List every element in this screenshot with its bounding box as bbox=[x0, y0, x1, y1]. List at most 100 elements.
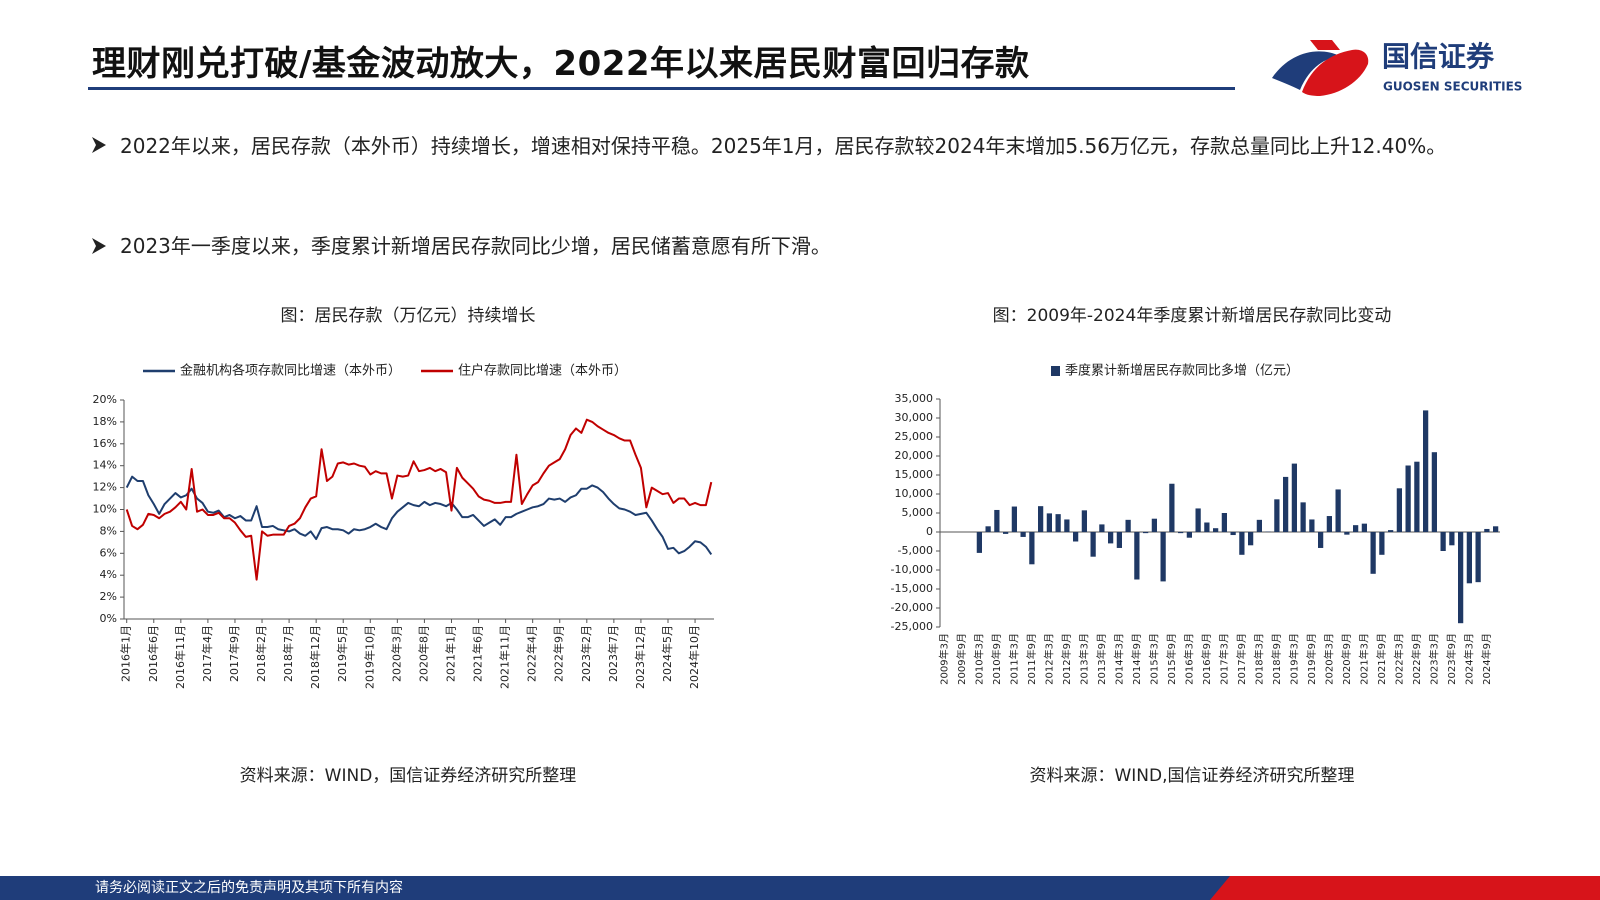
chart-source: 资料来源：WIND,国信证券经济研究所整理 bbox=[1029, 766, 1354, 786]
bar bbox=[1029, 532, 1035, 565]
bar bbox=[1248, 532, 1254, 546]
y-tick-label: 5,000 bbox=[902, 506, 934, 519]
y-tick-label: 35,000 bbox=[895, 392, 934, 405]
bar bbox=[1396, 488, 1402, 532]
x-tick-label: 2017年9月 bbox=[1235, 633, 1248, 685]
bar bbox=[1204, 522, 1210, 532]
bar bbox=[994, 509, 1000, 532]
bar bbox=[1195, 508, 1201, 532]
logo-name: 国信证券 bbox=[1382, 40, 1495, 73]
bar bbox=[1405, 465, 1411, 532]
chart-source: 资料来源：WIND，国信证券经济研究所整理 bbox=[240, 766, 577, 786]
bar bbox=[1449, 532, 1455, 546]
bar bbox=[1125, 519, 1131, 532]
y-tick-label: 25,000 bbox=[895, 430, 934, 443]
x-tick-label: 2021年1月 bbox=[443, 625, 457, 682]
bar bbox=[1143, 532, 1149, 534]
x-tick-label: 2024年9月 bbox=[1480, 633, 1493, 685]
bar bbox=[1353, 525, 1359, 532]
x-tick-label: 2012年9月 bbox=[1060, 633, 1073, 685]
bar bbox=[1475, 532, 1481, 583]
x-tick-label: 2013年9月 bbox=[1095, 633, 1108, 685]
x-tick-label: 2022年4月 bbox=[525, 625, 539, 682]
x-tick-label: 2023年9月 bbox=[1445, 633, 1458, 685]
bar bbox=[1169, 483, 1175, 532]
x-tick-label: 2018年2月 bbox=[254, 625, 268, 682]
y-tick-label: -10,000 bbox=[891, 563, 933, 576]
y-tick-label: -20,000 bbox=[891, 601, 933, 614]
line-series bbox=[125, 418, 713, 581]
x-tick-label: 2014年3月 bbox=[1112, 633, 1125, 685]
chart-title: 图：居民存款（万亿元）持续增长 bbox=[281, 306, 536, 326]
x-tick-label: 2015年3月 bbox=[1147, 633, 1160, 685]
bar bbox=[1230, 532, 1236, 536]
x-tick-label: 2013年3月 bbox=[1077, 633, 1090, 685]
legend-swatch bbox=[1051, 366, 1060, 376]
bullet-arrow bbox=[92, 238, 106, 254]
x-tick-label: 2020年3月 bbox=[1322, 633, 1335, 685]
bullet-text: 2023年一季度以来，季度累计新增居民存款同比少增，居民储蓄意愿有所下滑。 bbox=[120, 234, 831, 258]
bullet-arrow bbox=[92, 137, 106, 153]
x-tick-label: 2024年3月 bbox=[1462, 633, 1475, 685]
bar bbox=[1073, 532, 1079, 542]
x-tick-label: 2021年9月 bbox=[1375, 633, 1388, 685]
y-tick-label: 30,000 bbox=[895, 411, 934, 424]
x-tick-label: 2020年9月 bbox=[1340, 633, 1353, 685]
legend-label: 金融机构各项存款同比增速（本外币） bbox=[180, 363, 401, 379]
bar bbox=[1370, 532, 1376, 574]
bar bbox=[1011, 506, 1017, 532]
footer-text: 请务必阅读正文之后的免责声明及其项下所有内容 bbox=[95, 880, 403, 896]
y-tick-label: 20,000 bbox=[895, 449, 934, 462]
bar bbox=[1160, 532, 1166, 582]
bar bbox=[1466, 532, 1472, 584]
bar bbox=[1274, 499, 1280, 532]
x-tick-label: 2012年3月 bbox=[1042, 633, 1055, 685]
bar bbox=[976, 532, 982, 553]
bar bbox=[1493, 526, 1499, 532]
x-tick-label: 2010年9月 bbox=[990, 633, 1003, 685]
bullet-text: 2022年以来，居民存款（本外币）持续增长，增速相对保持平稳。2025年1月，居… bbox=[120, 134, 1447, 158]
x-tick-label: 2019年3月 bbox=[1287, 633, 1300, 685]
bar bbox=[1038, 506, 1044, 532]
x-tick-label: 2016年9月 bbox=[1200, 633, 1213, 685]
y-tick-label: 10% bbox=[93, 503, 117, 516]
x-tick-label: 2018年9月 bbox=[1270, 633, 1283, 685]
bar bbox=[1221, 513, 1227, 532]
bar bbox=[1291, 463, 1297, 532]
bar bbox=[1379, 532, 1385, 555]
y-tick-label: 0% bbox=[100, 612, 117, 625]
bar bbox=[1186, 532, 1192, 538]
bar bbox=[1090, 532, 1096, 557]
x-tick-label: 2016年6月 bbox=[146, 625, 160, 682]
x-tick-label: 2021年3月 bbox=[1357, 633, 1370, 685]
x-tick-label: 2022年9月 bbox=[552, 625, 566, 682]
x-tick-label: 2017年4月 bbox=[200, 625, 214, 682]
y-tick-label: 10,000 bbox=[895, 487, 934, 500]
bar bbox=[985, 526, 991, 532]
bar bbox=[1344, 532, 1350, 535]
bar bbox=[1116, 532, 1122, 548]
x-tick-label: 2023年3月 bbox=[1427, 633, 1440, 685]
bar bbox=[1239, 532, 1245, 555]
y-tick-label: 20% bbox=[93, 393, 117, 406]
bar bbox=[1108, 532, 1114, 544]
bar bbox=[1423, 410, 1429, 532]
x-tick-label: 2010年3月 bbox=[972, 633, 985, 685]
title-underline bbox=[88, 87, 1235, 90]
slide-title: 理财刚兑打破/基金波动放大，2022年以来居民财富回归存款 bbox=[92, 44, 1030, 84]
x-tick-label: 2016年3月 bbox=[1182, 633, 1195, 685]
y-tick-label: -25,000 bbox=[891, 620, 933, 633]
x-tick-label: 2018年7月 bbox=[281, 625, 295, 682]
y-tick-label: -5,000 bbox=[898, 544, 933, 557]
chart-title: 图：2009年-2024年季度累计新增居民存款同比变动 bbox=[993, 306, 1392, 326]
bar bbox=[1178, 532, 1184, 534]
x-tick-label: 2009年9月 bbox=[955, 633, 968, 685]
x-tick-label: 2021年6月 bbox=[471, 625, 485, 682]
logo-mark bbox=[1272, 40, 1369, 96]
y-tick-label: 15,000 bbox=[895, 468, 934, 481]
y-tick-label: 6% bbox=[100, 546, 117, 559]
x-tick-label: 2024年5月 bbox=[660, 625, 674, 682]
bar bbox=[1458, 532, 1464, 624]
x-tick-label: 2016年11月 bbox=[173, 625, 187, 689]
